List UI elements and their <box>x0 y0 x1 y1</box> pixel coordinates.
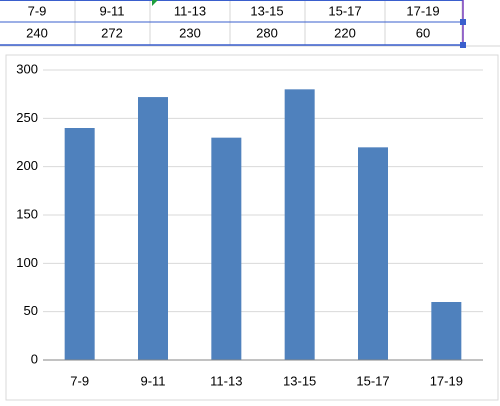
chart: 0 50 100 150 200 250 300 7-9 9-11 11-13 13-15 15-17… <box>16 61 483 388</box>
table: 7-9 240 9-11 272 11-13 230 13-15 280 15-17 220 17-… <box>26 3 439 40</box>
table-header-cell: 9-11 <box>99 3 124 18</box>
bar <box>284 89 315 360</box>
table-value-cell: 220 <box>334 25 356 40</box>
y-tick-label: 300 <box>16 61 38 76</box>
table-header-cell: 13-15 <box>250 3 283 18</box>
table-header-cell: 11-13 <box>174 3 206 18</box>
x-tick-label: 17-19 <box>430 373 463 388</box>
y-tick-label: 250 <box>16 110 38 125</box>
table-header-cell: 15-17 <box>328 3 361 18</box>
x-tick-label: 15-17 <box>356 373 389 388</box>
table-value-cell: 272 <box>101 25 123 40</box>
bar <box>64 128 95 360</box>
y-tick-label: 50 <box>24 303 38 318</box>
bar <box>358 147 388 360</box>
chart-area <box>5 54 499 401</box>
y-tick-label: 0 <box>31 351 38 366</box>
table-header-cell: 7-9 <box>28 3 47 18</box>
y-tick-label: 200 <box>16 158 38 173</box>
x-tick-label: 7-9 <box>70 373 89 388</box>
table-header-cell: 17-19 <box>406 3 439 18</box>
x-tick-label: 9-11 <box>140 373 165 388</box>
table-value-cell: 230 <box>179 25 201 40</box>
y-tick-label: 150 <box>16 206 38 221</box>
x-tick-label: 13-15 <box>283 373 316 388</box>
table-value-cell: 280 <box>256 25 278 40</box>
table-value-cell: 240 <box>26 25 48 40</box>
x-tick-label: 11-13 <box>210 373 242 388</box>
table-value-cell: 60 <box>416 25 430 40</box>
y-tick-label: 100 <box>16 255 38 270</box>
selection-border <box>0 0 466 48</box>
bar <box>138 97 168 361</box>
bar <box>211 137 242 360</box>
bar <box>431 302 462 360</box>
